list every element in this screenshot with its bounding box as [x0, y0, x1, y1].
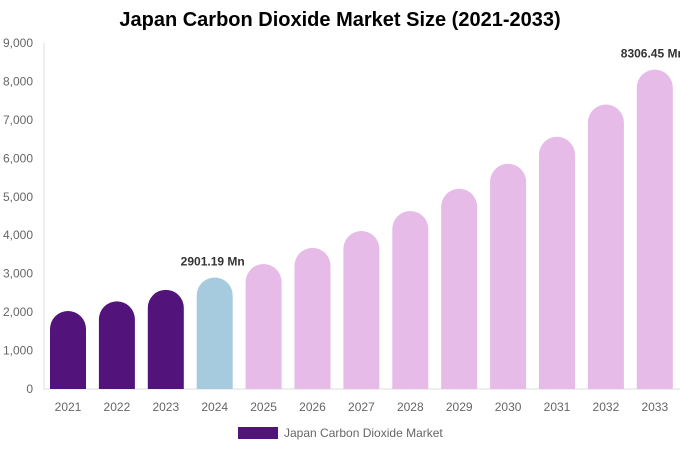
bar-2028	[392, 211, 429, 389]
legend: Japan Carbon Dioxide Market	[238, 426, 443, 440]
x-tick-label: 2032	[593, 400, 620, 414]
x-tick-label: 2022	[104, 400, 131, 414]
y-tick-label: 1,000	[3, 344, 33, 358]
y-tick-label: 5,000	[3, 190, 33, 204]
y-tick-label: 2,000	[3, 305, 33, 319]
x-tick-label: 2021	[55, 400, 82, 414]
y-tick-label: 3,000	[3, 267, 33, 281]
bar-2027	[343, 230, 380, 389]
x-tick-label: 2030	[495, 400, 522, 414]
bar-2022	[98, 301, 135, 389]
bar-2031	[539, 136, 575, 389]
y-tick-label: 9,000	[3, 36, 33, 50]
y-tick-label: 4,000	[3, 228, 33, 242]
x-tick-label: 2025	[250, 400, 277, 414]
x-tick-label: 2031	[544, 400, 571, 414]
chart-title: Japan Carbon Dioxide Market Size (2021-2…	[119, 9, 561, 31]
x-tick-label: 2029	[446, 400, 473, 414]
x-tick-label: 2026	[299, 400, 326, 414]
legend-label: Japan Carbon Dioxide Market	[284, 426, 443, 440]
bar-2032	[587, 104, 624, 389]
data-label: 2901.19 Mn	[181, 254, 245, 268]
x-tick-label: 2027	[348, 400, 375, 414]
x-tick-label: 2033	[641, 400, 668, 414]
bar-2021	[50, 310, 86, 389]
bar-2030	[490, 163, 527, 389]
x-tick-label: 2028	[397, 400, 424, 414]
bar-2024	[196, 277, 233, 389]
legend-swatch	[238, 427, 278, 439]
bar-2026	[294, 247, 331, 389]
bar-2025	[245, 264, 282, 389]
x-tick-label: 2024	[201, 400, 228, 414]
bar-2029	[441, 188, 478, 389]
y-tick-label: 6,000	[3, 151, 33, 165]
bar-2033	[636, 69, 673, 389]
y-tick-label: 7,000	[3, 113, 33, 127]
y-tick-label: 0	[26, 382, 33, 396]
bar-2023	[147, 289, 184, 389]
y-tick-label: 8,000	[3, 74, 33, 88]
data-label: 8306.45 Mn	[621, 47, 680, 61]
x-tick-label: 2023	[152, 400, 179, 414]
